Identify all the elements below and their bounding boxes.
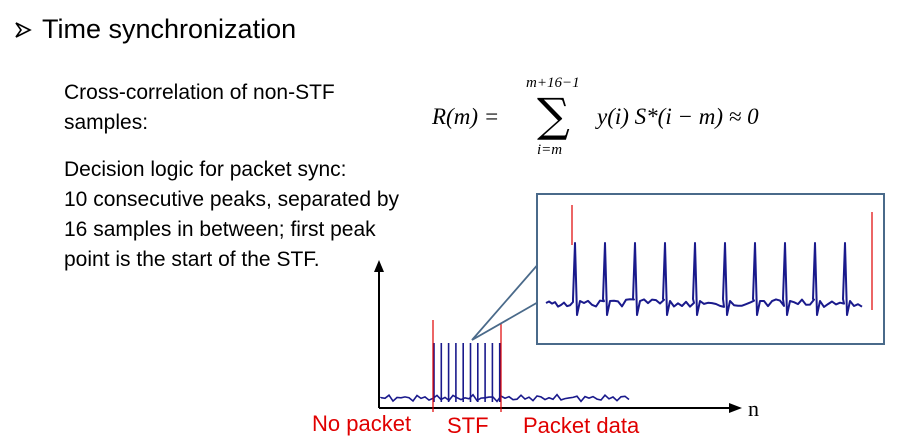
main-signal-peaks [434, 343, 500, 402]
y-axis-arrowhead [374, 260, 384, 272]
x-axis-arrowhead [729, 403, 742, 413]
stf-label: STF [447, 413, 489, 439]
zoom-callout-wedge [472, 262, 540, 340]
packet-data-label: Packet data [523, 413, 639, 439]
zoom-box [537, 194, 884, 344]
x-axis-label: n [748, 396, 759, 422]
no-packet-label: No packet [312, 411, 411, 437]
main-signal-trace [381, 395, 629, 402]
